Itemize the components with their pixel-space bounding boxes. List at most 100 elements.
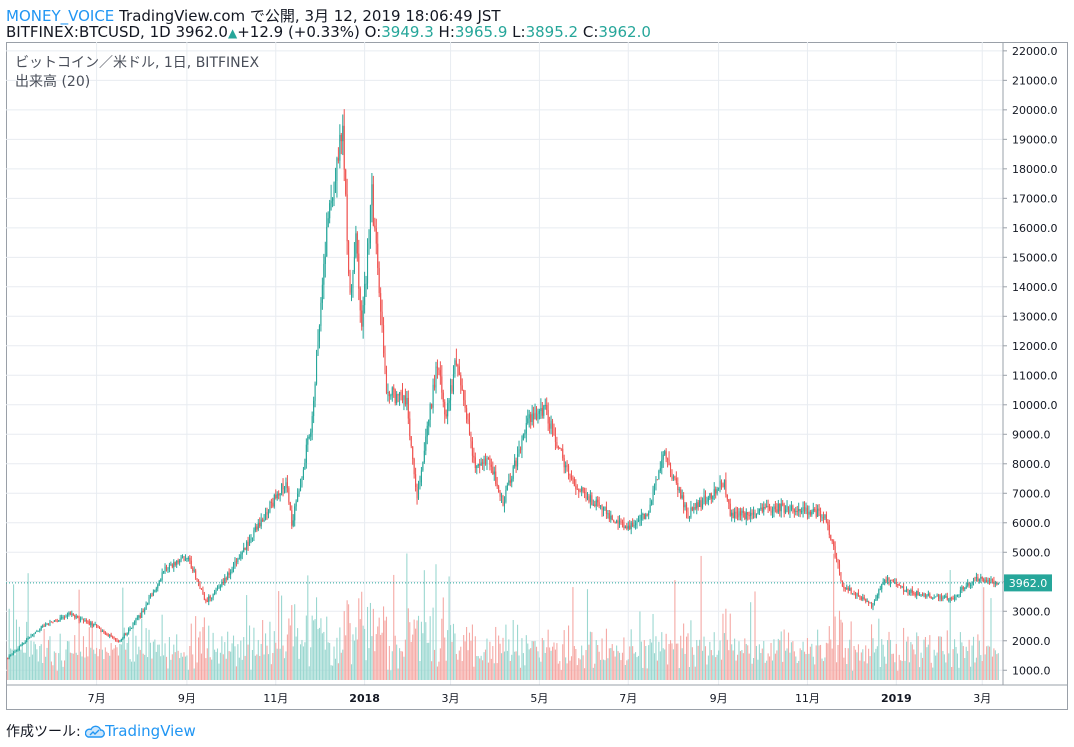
volume-bar [723, 633, 725, 680]
candle-body [646, 514, 648, 516]
candle-body [96, 624, 98, 627]
volume-bar [452, 623, 455, 680]
candle-body [350, 288, 353, 293]
candle-body [291, 510, 293, 526]
candle-body [193, 570, 195, 572]
candle-body [821, 517, 823, 519]
candle-body [211, 597, 213, 599]
candle-body [451, 385, 453, 392]
candle-body [329, 203, 331, 219]
volume-bar [834, 616, 836, 680]
candle-body [273, 494, 275, 507]
volume-bar [984, 654, 986, 680]
published-info: TradingView.com で公開, 3月 12, 2019 18:06:4… [119, 7, 501, 25]
time-axis[interactable]: 7月 9月 11月 2018 3月 5月 7月 9月 11月 2019 3月 [88, 692, 992, 705]
candle-body [601, 505, 603, 511]
volume-bar [722, 613, 724, 680]
volume-bar [943, 654, 945, 680]
candle-body [216, 588, 219, 590]
volume-bar [161, 614, 163, 680]
candle-body [817, 508, 819, 517]
legend-volume: 出来高 (20) [15, 73, 90, 90]
volume-bar [758, 644, 760, 680]
candle-body [305, 444, 307, 463]
volume-bar [110, 643, 112, 680]
candle-body [537, 413, 539, 419]
volume-bar [519, 667, 522, 680]
candle-body [285, 482, 287, 488]
tradingview-logo-text[interactable]: TradingView [105, 722, 196, 740]
candle-body [943, 596, 945, 598]
volume-bar [978, 640, 980, 680]
candle-body [503, 501, 506, 506]
header-published-line: MONEY_VOICE TradingView.com で公開, 3月 12, … [6, 5, 501, 26]
volume-bar [142, 653, 144, 680]
volume-bar [728, 650, 730, 680]
candle-body [461, 385, 463, 390]
volume-bar [383, 606, 385, 680]
volume-bar [315, 597, 318, 680]
price-tick-label: 2000.0 [1012, 635, 1051, 648]
volume-bar [773, 639, 775, 680]
volume-bar [438, 661, 440, 680]
candle-body [168, 564, 170, 569]
candle-body [786, 506, 788, 510]
volume-bar [87, 656, 89, 680]
volume-bar [247, 644, 249, 680]
volume-bar [381, 632, 383, 680]
brand-link[interactable]: MONEY_VOICE [6, 7, 115, 25]
volume-bar [572, 587, 574, 680]
price-chart[interactable]: 22000.0 21000.0 20000.0 19000.0 18000.0 17000… [6, 42, 1068, 710]
volume-bar [400, 651, 402, 680]
volume-bar [441, 618, 443, 680]
volume-bar [151, 658, 153, 680]
candle-body [142, 611, 144, 613]
candle-body [489, 458, 491, 465]
candle-body [468, 421, 471, 435]
volume-bar [139, 649, 141, 680]
volume-bar [806, 638, 808, 680]
volume-bar [301, 639, 303, 680]
candle-body [910, 589, 912, 593]
candle-body [362, 305, 364, 327]
candle-body [820, 510, 822, 518]
volume-bar [447, 630, 449, 680]
volume-bar [981, 661, 983, 680]
candle-body [522, 434, 524, 440]
volume-bar [618, 652, 621, 680]
volume-bar [164, 643, 166, 680]
volume-bar [678, 668, 680, 680]
volume-bar [916, 632, 918, 680]
volume-bar [336, 637, 338, 680]
volume-bar [149, 642, 152, 680]
candle-body [332, 197, 334, 201]
candle-body [514, 460, 516, 467]
candle-body [7, 657, 9, 659]
candle-body [301, 477, 303, 486]
volume-bar [29, 656, 31, 680]
volume-bar [927, 644, 929, 680]
candle-body [208, 596, 210, 602]
candle-body [866, 600, 868, 602]
volume-bar [455, 653, 457, 680]
volume-bar [113, 648, 115, 680]
candle-body [126, 632, 128, 635]
footer-label: 作成ツール: [6, 724, 81, 740]
volume-bar [119, 643, 121, 680]
candle-body [540, 408, 542, 411]
volume-bar [702, 650, 704, 680]
volume-bar [846, 664, 848, 680]
candle-body [582, 487, 584, 492]
price-tick-label: 1000.0 [1012, 664, 1051, 677]
candle-body [353, 256, 355, 273]
volume-bar [484, 649, 487, 680]
volume-bar [882, 644, 884, 680]
volume-bar [718, 650, 720, 680]
volume-bar [704, 646, 707, 680]
candle-body [667, 458, 669, 460]
candle-body [27, 638, 29, 640]
candle-body [26, 639, 28, 642]
tradingview-cloud-icon[interactable] [84, 725, 106, 743]
volume-bar [499, 643, 501, 680]
volume-bar [754, 591, 756, 680]
